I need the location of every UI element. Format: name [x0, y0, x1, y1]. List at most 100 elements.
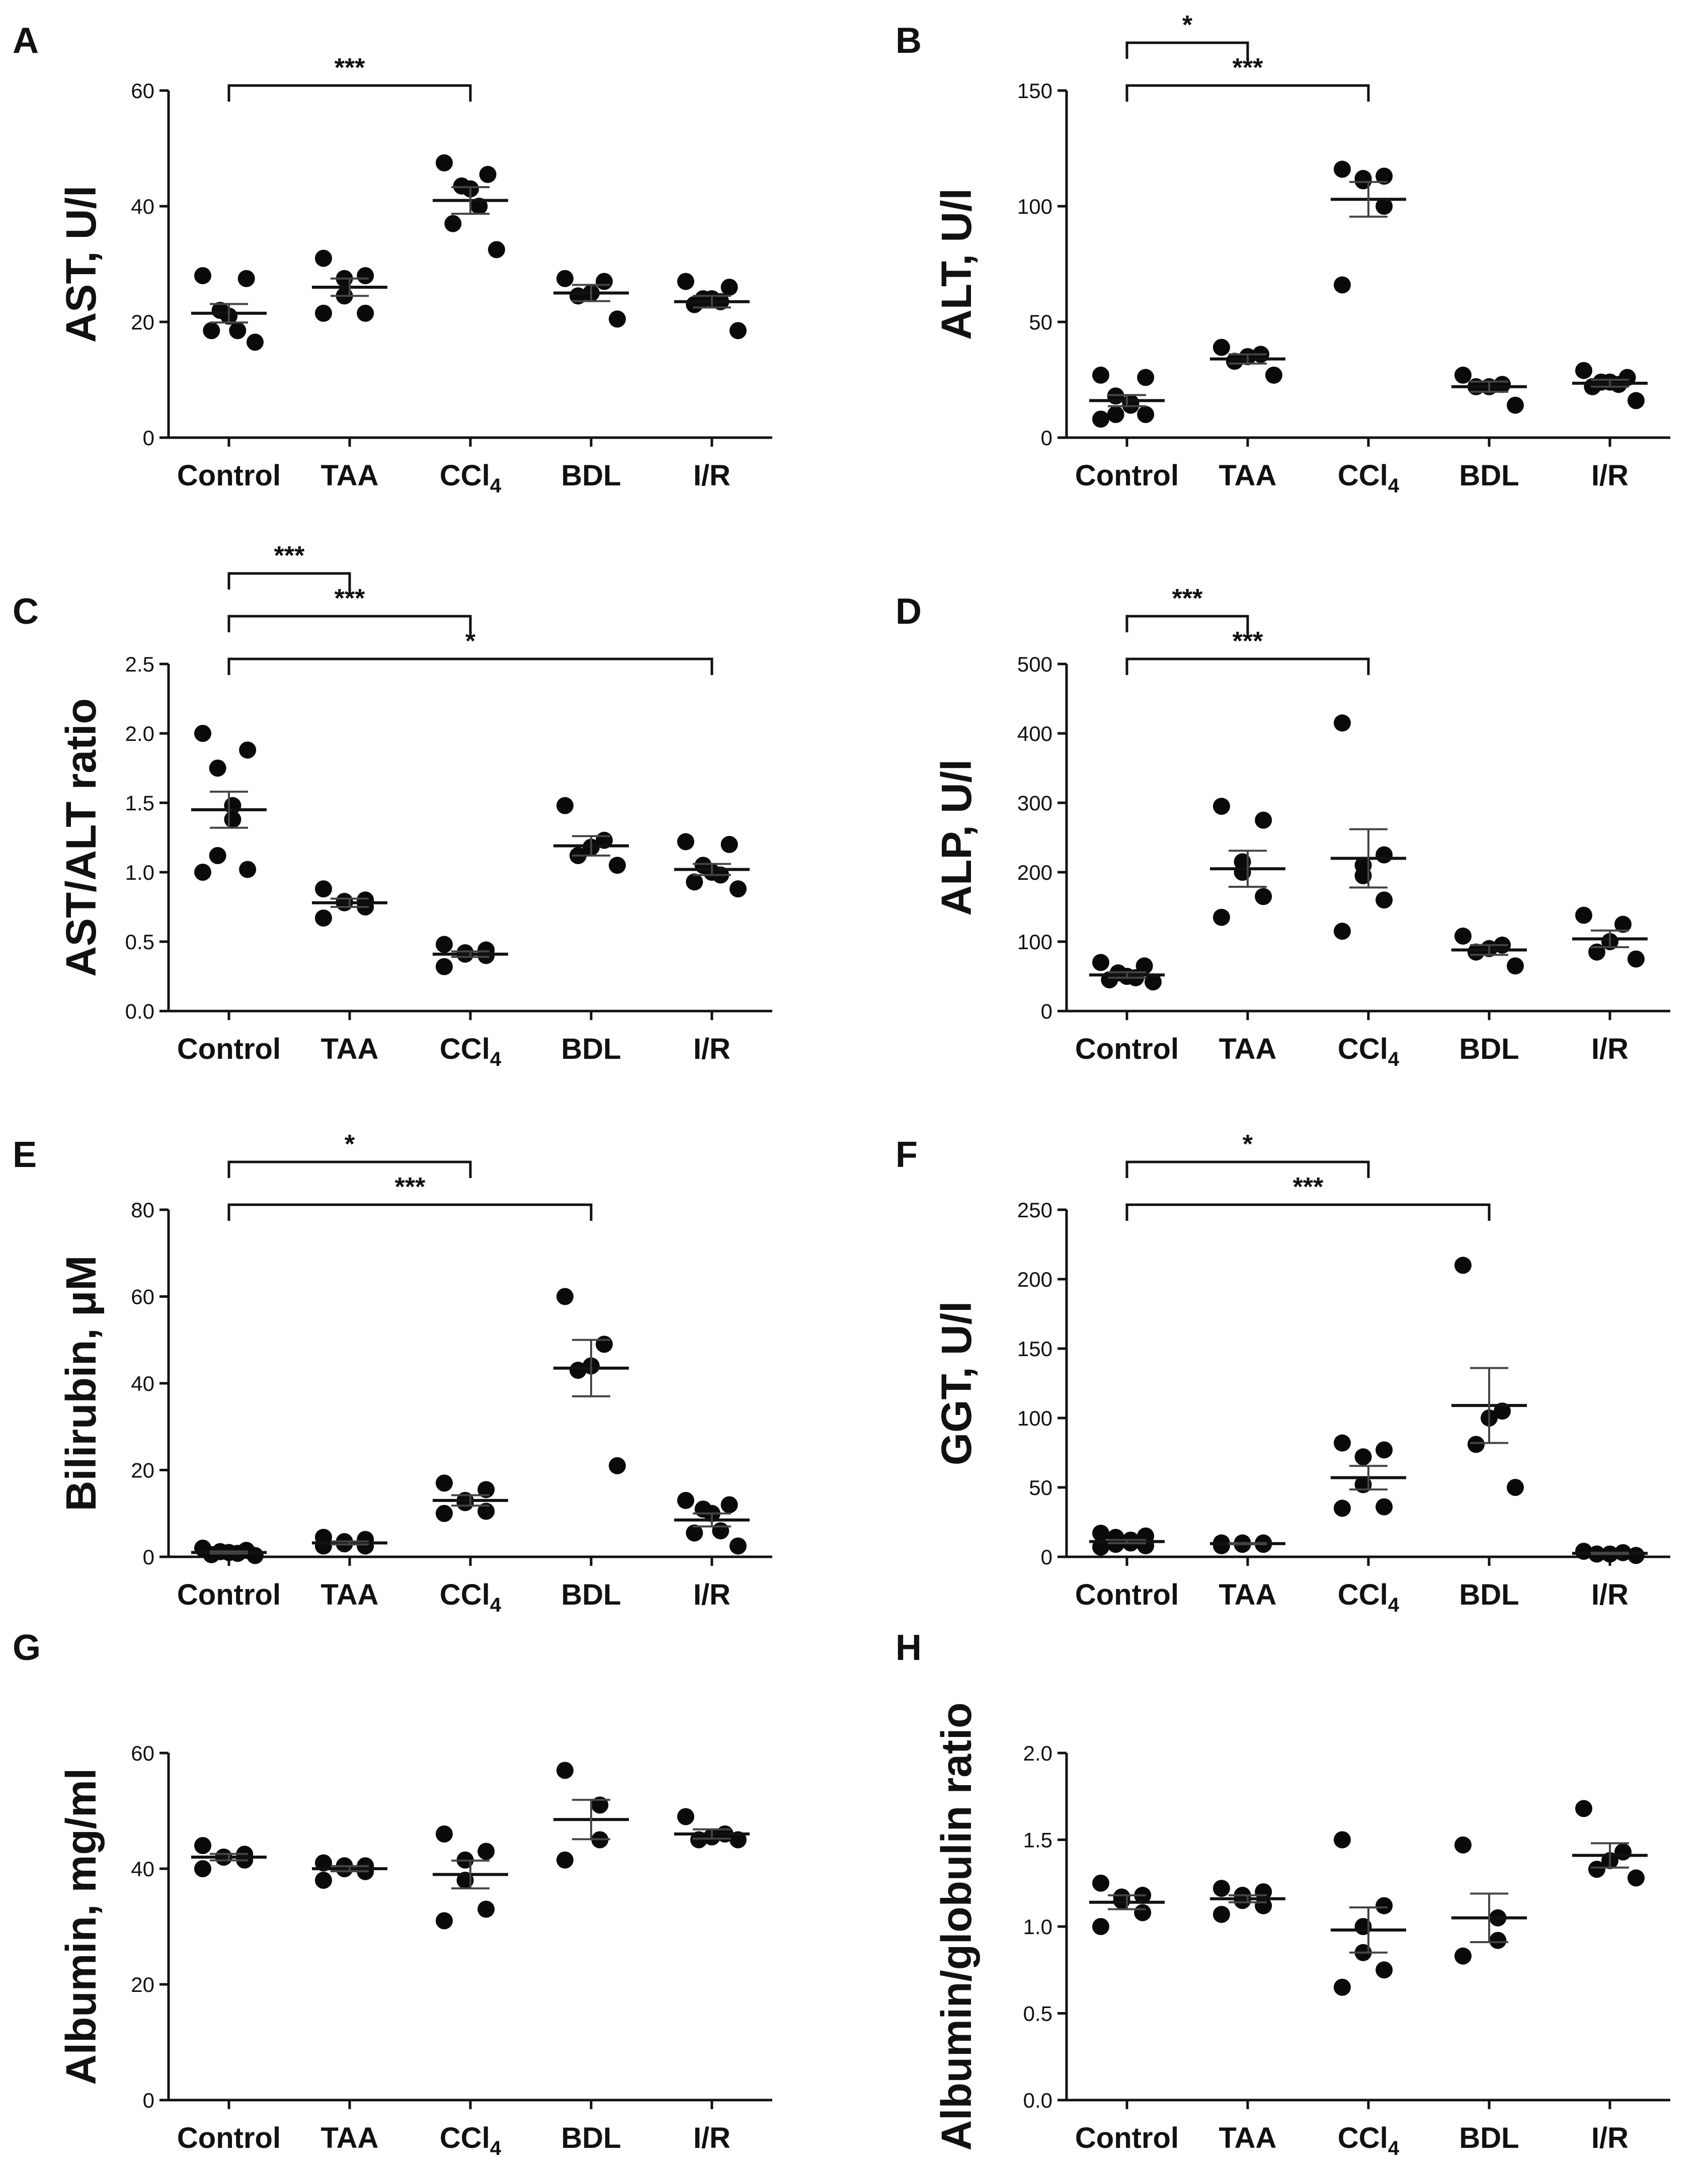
significance-bracket: *** [1125, 584, 1249, 632]
x-tick-label-ccl4: CCl4 [1338, 459, 1400, 497]
bracket-line [227, 1203, 593, 1221]
y-axis-label: Albumin/globulin ratio [933, 1702, 980, 2150]
x-tick-label-control: Control [177, 459, 281, 492]
significance-label: *** [1172, 584, 1203, 613]
data-point [1468, 943, 1485, 961]
x-tick-label-taa: TAA [321, 459, 379, 492]
data-point [1354, 1448, 1372, 1466]
data-point [203, 322, 220, 340]
x-tick-label-control: Control [177, 1578, 281, 1611]
x-tick-label-ccl4: CCl4 [440, 1578, 502, 1616]
x-tick-label-taa: TAA [1219, 459, 1277, 492]
group-ccl4 [1331, 1434, 1406, 1517]
data-point [1213, 908, 1230, 926]
data-point [357, 304, 374, 322]
x-tick-label-control: Control [177, 2122, 281, 2154]
data-point [1092, 1874, 1109, 1892]
data-point [247, 333, 264, 351]
data-point [1375, 168, 1393, 185]
data-point [209, 847, 226, 864]
significance-bracket: *** [1125, 627, 1370, 675]
panel-g: G Albumin, mg/ml 0 20 40 60 Control TAA CCl4 BDL I… [13, 1628, 772, 2159]
panel-letter: F [896, 1135, 918, 1175]
data-point [1375, 1897, 1393, 1914]
significance-bracket: *** [227, 1173, 593, 1221]
y-tick-label: 100 [1017, 1406, 1052, 1430]
data-point [1213, 797, 1230, 815]
data-point [1575, 362, 1592, 379]
data-point [1137, 406, 1155, 423]
data-point [444, 215, 462, 232]
significance-label: * [1243, 1130, 1253, 1159]
bracket-line [227, 657, 713, 675]
group-taa [312, 1529, 387, 1555]
panel-letter: H [896, 1628, 922, 1668]
y-tick-label: 0 [1041, 1545, 1052, 1569]
data-point [1375, 846, 1393, 864]
data-point [686, 873, 703, 891]
y-tick-label: 2.0 [1023, 1741, 1052, 1765]
x-tick-label-ccl4: CCl4 [440, 2122, 502, 2159]
y-tick-label: 20 [131, 310, 154, 334]
y-tick-label: 1.5 [1023, 1828, 1052, 1852]
data-point [315, 909, 332, 927]
group-ccl4 [1331, 1831, 1406, 1996]
data-point [1107, 406, 1124, 423]
data-point [436, 154, 453, 172]
data-point [1137, 369, 1155, 386]
data-point [1468, 1436, 1485, 1453]
data-point [1334, 1831, 1351, 1849]
y-tick-label: 0.0 [1023, 2089, 1052, 2112]
x-tick-label-bdl: BDL [1459, 2122, 1519, 2154]
y-tick-label: 100 [1017, 930, 1052, 954]
data-point [357, 1537, 374, 1555]
y-tick-label: 2.0 [125, 722, 154, 745]
x-tick-label-i-r: I/R [1591, 2122, 1629, 2154]
x-tick-label-taa: TAA [321, 2122, 379, 2154]
group-i-r [1572, 906, 1648, 968]
y-axis-label: AST/ALT ratio [57, 698, 105, 977]
panel-letter: E [13, 1135, 37, 1175]
x-tick-label-control: Control [1075, 459, 1179, 492]
data-point [315, 249, 332, 267]
data-point [436, 936, 453, 953]
y-tick-label: 0.0 [125, 999, 154, 1023]
y-tick-label: 0 [1041, 999, 1052, 1023]
x-tick-label-bdl: BDL [1459, 1578, 1519, 1611]
panel-f: F GGT, U/l 0 50 100 150 200 250 Control TAA CCl4 BD… [896, 1130, 1670, 1616]
group-bdl [553, 1762, 629, 1869]
data-point [194, 725, 211, 742]
y-tick-label: 500 [1017, 652, 1052, 676]
data-point [237, 270, 255, 287]
y-axis-label: Albumin, mg/ml [57, 1768, 105, 2085]
y-tick-label: 0.5 [1023, 2002, 1052, 2026]
group-control [1089, 1874, 1165, 1935]
y-tick-label: 20 [131, 1973, 154, 1996]
y-tick-label: 0 [143, 2089, 154, 2112]
panel-a: A AST, U/l 0 20 40 60 Control TAA CCl4 BDL I/R *** [13, 21, 772, 497]
x-tick-label-i-r: I/R [1591, 1578, 1629, 1611]
data-point [609, 857, 626, 874]
group-bdl [1451, 1836, 1527, 1965]
y-axis-label: Bilirubin, μM [57, 1256, 105, 1512]
data-point [1092, 954, 1109, 971]
data-point [1494, 376, 1511, 393]
group-taa [312, 880, 387, 927]
y-tick-label: 40 [131, 1372, 154, 1395]
data-point [1092, 1525, 1109, 1542]
significance-bracket: *** [227, 584, 472, 632]
x-tick-label-i-r: I/R [1591, 459, 1629, 492]
group-bdl [553, 270, 629, 328]
data-point [729, 880, 747, 898]
data-point [720, 279, 738, 296]
x-tick-label-taa: TAA [321, 1033, 379, 1065]
significance-label: *** [274, 541, 305, 570]
data-point [477, 1843, 495, 1860]
group-control [1089, 366, 1165, 428]
data-point [1454, 927, 1472, 945]
group-taa [1210, 1534, 1285, 1554]
group-taa [1210, 797, 1285, 926]
significance-bracket: * [227, 627, 713, 675]
y-tick-label: 0.5 [125, 930, 154, 954]
